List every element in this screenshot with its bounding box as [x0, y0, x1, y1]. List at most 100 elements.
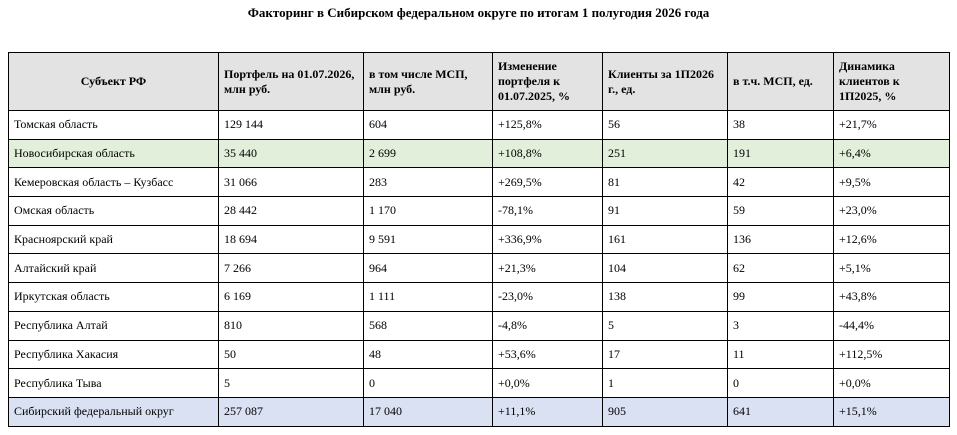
- table-cell: Иркутская область: [8, 282, 219, 312]
- table-cell: +43,8%: [833, 282, 950, 312]
- table-cell: +53,6%: [492, 339, 603, 370]
- table-row: Республика Тыва 5 0 +0,0% 1 0 +0,0%: [8, 368, 950, 398]
- header-row: Субъект РФ Портфель на 01.07.2026, млн ру…: [8, 52, 950, 111]
- table-cell: Республика Хакасия: [8, 339, 219, 370]
- table-cell: 283: [363, 167, 493, 198]
- table-cell: 2 699: [363, 138, 493, 169]
- table-cell: 18 694: [218, 224, 364, 255]
- table-cell: +125,8%: [492, 110, 603, 140]
- table-cell: 138: [602, 282, 728, 312]
- table: Субъект РФ Портфель на 01.07.2026, млн ру…: [8, 52, 950, 427]
- table-row: Республика Алтай 810 568 -4,8% 5 3 -44,4%: [8, 310, 950, 341]
- table-cell: 1 170: [363, 196, 493, 226]
- table-cell: 257 087: [218, 396, 364, 427]
- table-cell: 6 169: [218, 282, 364, 312]
- table-cell: Омская область: [8, 196, 219, 226]
- table-cell: 9 591: [363, 224, 493, 255]
- table-cell: 91: [602, 196, 728, 226]
- table-cell: 641: [727, 396, 834, 427]
- table-row: Иркутская область 6 169 1 111 -23,0% 138 99 +4…: [8, 282, 950, 312]
- table-cell: 251: [602, 138, 728, 169]
- table-cell: 191: [727, 138, 834, 169]
- table-cell: 99: [727, 282, 834, 312]
- table-cell: +0,0%: [492, 368, 603, 398]
- table-cell: 59: [727, 196, 834, 226]
- header-cell: в т.ч. МСП, ед.: [727, 52, 834, 111]
- table-cell: 5: [602, 310, 728, 341]
- table-cell: +21,3%: [492, 253, 603, 284]
- table-cell: 31 066: [218, 167, 364, 198]
- table-cell: 17: [602, 339, 728, 370]
- table-cell: +11,1%: [492, 396, 603, 427]
- header-cell: Изменение портфеля к 01.07.2025, %: [492, 52, 603, 111]
- table-cell: Республика Алтай: [8, 310, 219, 341]
- table-cell: 17 040: [363, 396, 493, 427]
- header-cell: Клиенты за 1П2026 г., ед.: [602, 52, 728, 111]
- table-cell: 28 442: [218, 196, 364, 226]
- header-cell: Субъект РФ: [8, 52, 219, 111]
- table-cell: +21,7%: [833, 110, 950, 140]
- table-cell: 810: [218, 310, 364, 341]
- table-cell: 81: [602, 167, 728, 198]
- table-row: Кемеровская область – Кузбасс 31 066 283 +2…: [8, 167, 950, 198]
- table-cell: +9,5%: [833, 167, 950, 198]
- header-cell: в том числе МСП, млн руб.: [363, 52, 493, 111]
- table-cell: Алтайский край: [8, 253, 219, 284]
- table-cell: -4,8%: [492, 310, 603, 341]
- table-cell: -23,0%: [492, 282, 603, 312]
- table-cell: +0,0%: [833, 368, 950, 398]
- table-cell: Кемеровская область – Кузбасс: [8, 167, 219, 198]
- table-cell: +12,6%: [833, 224, 950, 255]
- table-row: Сибирский федеральный округ 257 087 17 040…: [8, 396, 950, 427]
- table-cell: 56: [602, 110, 728, 140]
- table-row: Томская область 129 144 604 +125,8% 56 38 +21,…: [8, 110, 950, 140]
- title: Факторинг в Сибирском федеральном округе…: [247, 5, 710, 20]
- table-cell: 1: [602, 368, 728, 398]
- table-cell: 604: [363, 110, 493, 140]
- table-cell: 161: [602, 224, 728, 255]
- table-cell: 7 266: [218, 253, 364, 284]
- table-body: Томская область 129 144 604 +125,8% 56 38 +21,…: [8, 110, 950, 427]
- table-cell: +108,8%: [492, 138, 603, 169]
- table-cell: 50: [218, 339, 364, 370]
- header-cell: Динамика клиентов к 1П2025, %: [833, 52, 950, 111]
- table-cell: +5,1%: [833, 253, 950, 284]
- table-cell: -44,4%: [833, 310, 950, 341]
- table-cell: +6,4%: [833, 138, 950, 169]
- table-cell: Томская область: [8, 110, 219, 140]
- table-header: Субъект РФ Портфель на 01.07.2026, млн ру…: [8, 52, 950, 111]
- table-cell: 35 440: [218, 138, 364, 169]
- table-cell: 48: [363, 339, 493, 370]
- table-cell: +112,5%: [833, 339, 950, 370]
- table-cell: 38: [727, 110, 834, 140]
- table-cell: 129 144: [218, 110, 364, 140]
- table-cell: +336,9%: [492, 224, 603, 255]
- table-cell: +15,1%: [833, 396, 950, 427]
- table-cell: 905: [602, 396, 728, 427]
- table-cell: 1 111: [363, 282, 493, 312]
- table-cell: 0: [363, 368, 493, 398]
- header-cell: Портфель на 01.07.2026, млн руб.: [218, 52, 364, 111]
- table-cell: 0: [727, 368, 834, 398]
- table-cell: 11: [727, 339, 834, 370]
- table-cell: 136: [727, 224, 834, 255]
- table-row: Красноярский край 18 694 9 591 +336,9% 161 13…: [8, 224, 950, 255]
- table-cell: 62: [727, 253, 834, 284]
- table-cell: Сибирский федеральный округ: [8, 396, 219, 427]
- table-cell: -78,1%: [492, 196, 603, 226]
- table-cell: Новосибирская область: [8, 138, 219, 169]
- table-cell: 5: [218, 368, 364, 398]
- table-row: Новосибирская область 35 440 2 699 +108,8% 2…: [8, 138, 950, 169]
- table-cell: 3: [727, 310, 834, 341]
- table-cell: 964: [363, 253, 493, 284]
- table-cell: Республика Тыва: [8, 368, 219, 398]
- table-cell: 42: [727, 167, 834, 198]
- table-cell: +23,0%: [833, 196, 950, 226]
- table-cell: 104: [602, 253, 728, 284]
- table-row: Республика Хакасия 50 48 +53,6% 17 11 +112,5%: [8, 339, 950, 370]
- table-row: Омская область 28 442 1 170 -78,1% 91 59 +23,0…: [8, 196, 950, 226]
- table-cell: +269,5%: [492, 167, 603, 198]
- table-cell: 568: [363, 310, 493, 341]
- table-row: Алтайский край 7 266 964 +21,3% 104 62 +5,1%: [8, 253, 950, 284]
